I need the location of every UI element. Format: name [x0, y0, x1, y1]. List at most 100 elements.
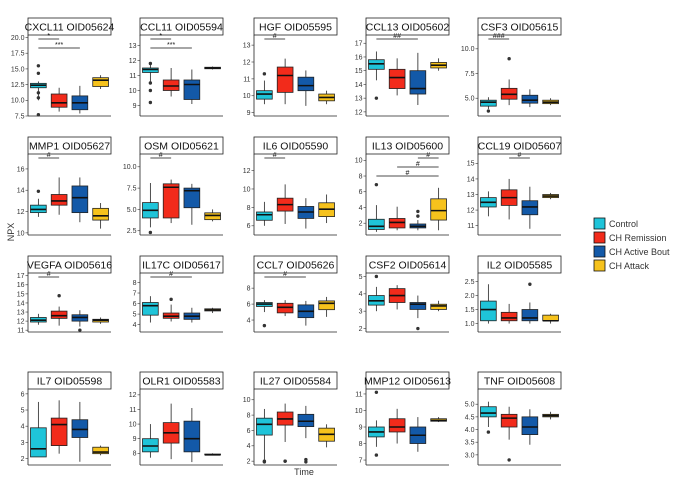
y-tick-label: 4: [359, 291, 363, 298]
y-tick-label: 1.5: [465, 307, 475, 314]
y-tick-label: 12: [17, 319, 25, 326]
box-body: [30, 427, 47, 458]
panel-title-box: [139, 136, 224, 155]
box-remission: [162, 403, 180, 460]
outlier-point: [148, 61, 153, 66]
legend-label-ch-attack: CH Attack: [609, 261, 650, 271]
outlier-point: [374, 96, 379, 100]
y-tick-label: 17: [17, 273, 25, 280]
outlier-point: [262, 323, 267, 328]
y-tick-label: 2: [359, 221, 363, 228]
box-body: [500, 311, 518, 322]
panel-title-box: [477, 136, 562, 155]
box-active-bout: [71, 85, 89, 114]
y-tick-label: 10.0: [11, 98, 25, 105]
y-tick-label: 9: [133, 436, 137, 443]
panel-csf3: CSF3 OID05615 5.0 7.5 10.0 ###: [461, 17, 562, 117]
box-control: [256, 300, 273, 328]
y-tick-label: 8: [359, 441, 363, 448]
y-tick-label: 7.5: [15, 113, 25, 120]
box-remission: [50, 400, 68, 454]
outlier-point: [304, 460, 308, 464]
y-tick-label: 4.0: [465, 427, 475, 434]
panel-title: MMP12 OID05613: [364, 376, 451, 388]
box-active-bout: [71, 310, 89, 332]
panel-mmp12: MMP12 OID05613 7 8 9 10 11: [355, 371, 451, 466]
outlier-point: [416, 209, 420, 214]
box-body: [50, 310, 68, 319]
box-control: [30, 189, 47, 217]
panel-title-box: [27, 17, 112, 36]
legend-swatch-ch-remission: [593, 231, 606, 244]
box-remission: [500, 57, 518, 106]
box-body: [542, 314, 559, 322]
y-tick-label: 15: [355, 68, 363, 75]
legend-label-ch-remission: CH Remission: [609, 233, 667, 243]
box-attack: [318, 90, 335, 105]
y-tick-label: 10: [17, 230, 25, 237]
significance-label: ##: [393, 33, 401, 40]
outlier-point: [36, 64, 41, 68]
box-active-bout: [183, 307, 201, 323]
box-attack: [204, 307, 221, 314]
box-remission: [50, 177, 68, 215]
box-remission: [388, 58, 406, 96]
box-active-bout: [521, 89, 539, 108]
significance-label: *: [47, 33, 50, 40]
box-body: [368, 218, 385, 230]
panel-title: CSF2 OID05614: [369, 260, 447, 272]
y-tick-label: 4: [359, 205, 363, 212]
y-tick-label: 1.0: [465, 321, 475, 328]
box-active-bout: [297, 198, 315, 229]
outlier-point: [169, 297, 173, 302]
y-tick-label: 13: [243, 43, 251, 50]
outlier-point: [148, 88, 153, 93]
outlier-point: [416, 214, 420, 218]
box-body: [409, 302, 427, 310]
significance-label: ***: [167, 42, 175, 49]
panel-vegfa: VEGFA OID05616 11 12 13 14 15 16 17 #: [17, 255, 112, 335]
y-tick-label: 15.0: [11, 66, 25, 73]
panel-title-box: [253, 255, 338, 274]
panel-title: MMP1 OID05627: [29, 141, 110, 153]
y-tick-label: 11: [129, 73, 136, 80]
box-remission: [276, 184, 294, 224]
panel-title: TNF OID05608: [484, 376, 555, 388]
box-active-bout: [521, 409, 539, 445]
y-tick-label: 8: [247, 286, 251, 293]
box-attack: [204, 453, 221, 456]
box-attack: [92, 75, 109, 89]
y-tick-label: 4: [21, 424, 25, 431]
panel-title: IL6 OID05590: [263, 141, 329, 153]
y-tick-label: 6: [247, 428, 251, 435]
box-active-bout: [409, 417, 427, 452]
y-tick-label: 20.0: [11, 35, 25, 42]
y-tick-label: 15: [17, 291, 25, 298]
box-body: [256, 211, 273, 221]
panel-title: VEGFA OID05616: [27, 260, 112, 272]
box-remission: [162, 68, 180, 97]
y-tick-label: 8: [247, 413, 251, 420]
outlier-point: [78, 328, 82, 332]
panel-title-box: [139, 255, 224, 274]
box-body: [256, 90, 273, 100]
y-tick-label: 6: [133, 301, 137, 308]
y-tick-label: 12.5: [11, 82, 25, 89]
box-body: [50, 93, 68, 108]
significance-label: #: [273, 152, 277, 159]
box-body: [50, 194, 68, 206]
outlier-point: [148, 81, 153, 85]
y-tick-label: 2: [21, 456, 25, 463]
panel-olr1: OLR1 OID05583 8 9 10 11 12: [129, 371, 224, 466]
y-tick-label: 4.5: [465, 414, 475, 421]
box-body: [318, 300, 335, 311]
y-tick-label: 12: [129, 58, 137, 65]
legend-swatch-ch-attack: [593, 259, 606, 272]
box-active-bout: [71, 401, 89, 462]
panel-title-box: [477, 371, 562, 390]
outlier-point: [36, 91, 41, 95]
box-body: [71, 419, 89, 438]
panel-title-box: [139, 371, 224, 390]
